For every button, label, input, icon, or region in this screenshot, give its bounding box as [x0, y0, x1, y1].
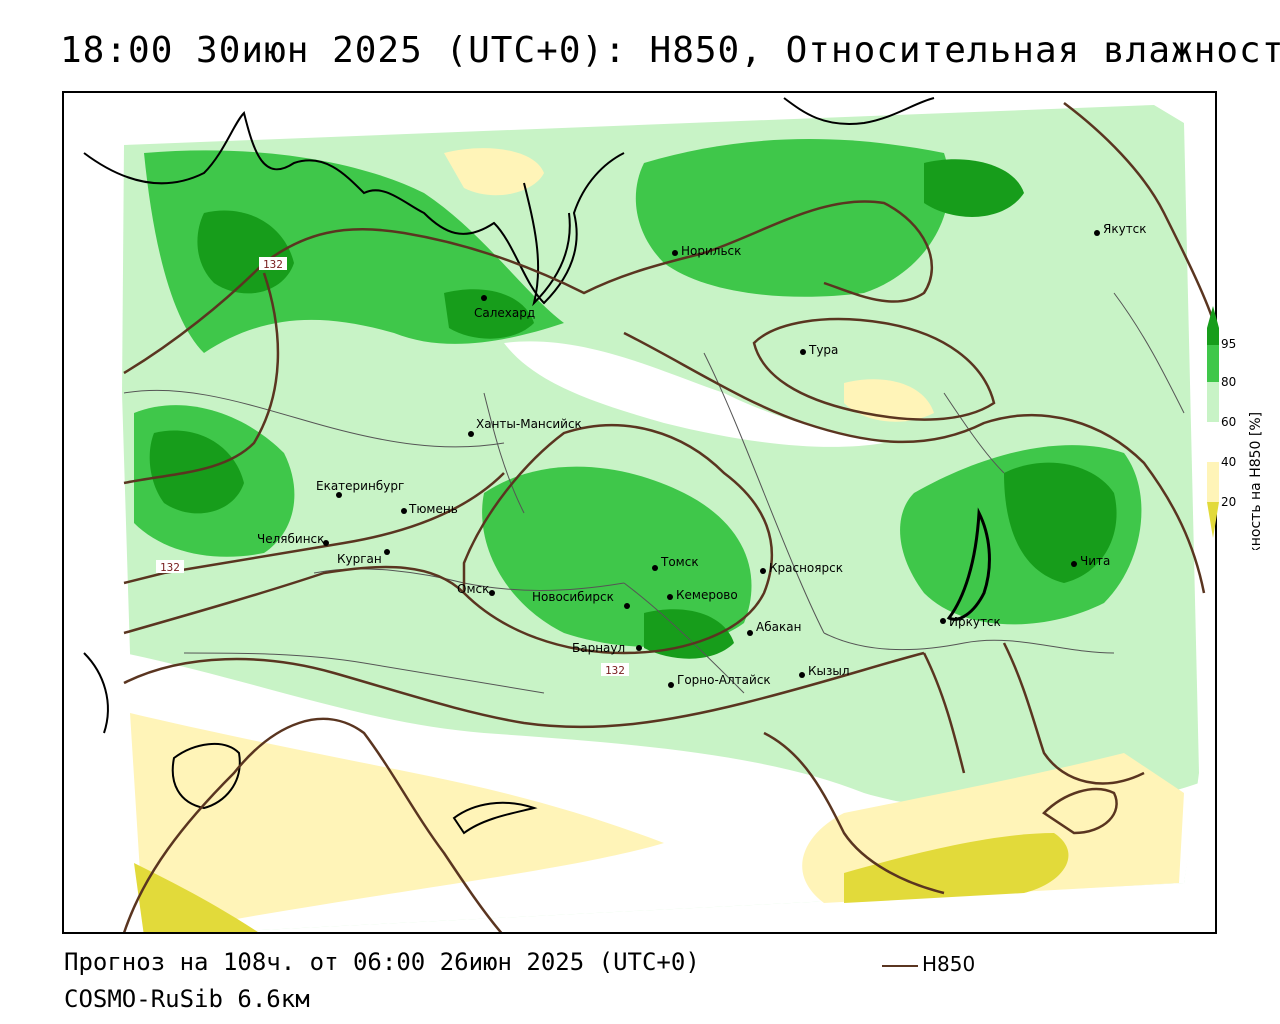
city-tyumen[interactable]: Тюмень: [401, 502, 458, 516]
colorbar-tick-20: 20: [1221, 495, 1236, 509]
colorbar-bottom-arrow: [1207, 502, 1219, 538]
city-yekaterinburg[interactable]: Екатеринбург: [316, 479, 404, 498]
city-label-omsk: Омск: [457, 582, 489, 596]
city-label-novosibirsk: Новосибирск: [532, 590, 614, 604]
moist-area-central: [482, 466, 752, 647]
colorbar-tick-80: 80: [1221, 375, 1236, 389]
city-chelyabinsk[interactable]: Челябинск: [257, 532, 329, 546]
coastline-baikal: [946, 507, 991, 621]
city-label-gorno-altaysk: Горно-Алтайск: [677, 673, 771, 687]
city-label-barnaul: Барнаул: [572, 641, 625, 655]
yellow-area-tura: [844, 379, 934, 422]
h850-legend-line: [882, 965, 918, 967]
contour-label-west-text: 132: [160, 561, 180, 574]
city-tura[interactable]: Тура: [800, 343, 838, 357]
city-label-chita: Чита: [1080, 554, 1110, 568]
city-label-chelyabinsk: Челябинск: [257, 532, 324, 546]
city-label-yekaterinburg: Екатеринбург: [316, 479, 404, 493]
city-label-irkutsk: Иркутск: [949, 615, 1001, 629]
contour-label-south-text: 132: [605, 664, 625, 677]
city-label-norilsk: Норильск: [681, 244, 741, 258]
colorbar-band-80: [1207, 345, 1219, 382]
map-title: 18:00 30июн 2025 (UTC+0): H850, Относите…: [60, 30, 1280, 71]
wet-area-ural: [149, 430, 244, 514]
city-yakutsk[interactable]: Якутск: [1094, 222, 1147, 236]
coastline-balkhash: [452, 801, 538, 835]
forecast-info: Прогноз на 108ч. от 06:00 26июн 2025 (UT…: [64, 948, 700, 976]
city-omsk[interactable]: Омск: [457, 582, 495, 596]
contour-label-west: 132: [156, 560, 184, 574]
coastline-taimyr: [783, 97, 935, 125]
wet-area-altai: [644, 609, 734, 659]
contour-label-south: 132: [601, 663, 629, 677]
model-name: COSMO-RuSib 6.6км: [64, 985, 310, 1013]
colorbar-title: Влажность на H850 [%]: [1248, 412, 1264, 550]
map-canvas: 132 132 132 Якутск Норильск Салехард Тур…: [83, 97, 1215, 932]
city-tomsk[interactable]: Томск: [652, 555, 699, 571]
dark-yellow-southwest: [134, 863, 258, 932]
colorbar-tick-95: 95: [1221, 337, 1236, 351]
dark-yellow-southeast: [844, 833, 1069, 903]
coastline-yamal: [523, 182, 571, 307]
wet-area-chita: [1004, 462, 1117, 583]
city-label-kyzyl: Кызыл: [808, 664, 850, 678]
city-label-tomsk: Томск: [660, 555, 699, 569]
wet-area-taimyr: [924, 159, 1024, 217]
weather-map[interactable]: 132 132 132 Якутск Норильск Салехард Тур…: [62, 91, 1217, 934]
city-kurgan[interactable]: Курган: [337, 549, 390, 566]
wet-area-yamal: [197, 210, 294, 294]
city-label-yakutsk: Якутск: [1103, 222, 1147, 236]
colorbar-band-60: [1207, 382, 1219, 422]
contour-label-ural: 132: [259, 257, 287, 271]
city-abakan[interactable]: Абакан: [747, 620, 801, 636]
city-label-abakan: Абакан: [756, 620, 801, 634]
city-chita[interactable]: Чита: [1071, 554, 1110, 568]
colorbar-band-95: [1207, 328, 1219, 345]
city-gorno-altaysk[interactable]: Горно-Алтайск: [668, 673, 771, 688]
city-irkutsk[interactable]: Иркутск: [940, 615, 1001, 629]
colorbar-band-40: [1207, 422, 1219, 462]
coastline-caspian: [83, 652, 109, 734]
yellow-area-north: [444, 148, 544, 196]
city-norilsk[interactable]: Норильск: [672, 244, 741, 258]
coastline-aral: [171, 742, 241, 810]
h850-legend-label: H850: [922, 952, 976, 976]
coastline-arctic: [83, 111, 625, 305]
city-khanty-mansiysk[interactable]: Ханты-Мансийск: [468, 417, 582, 437]
city-label-kurgan: Курган: [337, 552, 382, 566]
wet-area-ob-gulf: [444, 289, 534, 339]
white-area-center: [504, 341, 884, 447]
colorbar-top-arrow: [1207, 306, 1219, 328]
city-label-tura: Тура: [808, 343, 838, 357]
city-novosibirsk[interactable]: Новосибирск: [532, 590, 630, 609]
city-label-krasnoyarsk: Красноярск: [769, 561, 843, 575]
city-label-khanty-mansiysk: Ханты-Мансийск: [476, 417, 582, 431]
city-barnaul[interactable]: Барнаул: [572, 641, 642, 655]
city-salekhard[interactable]: Салехард: [474, 295, 535, 320]
contour-label-ural-text: 132: [263, 258, 283, 271]
colorbar-tick-40: 40: [1221, 455, 1236, 469]
colorbar-band-20: [1207, 462, 1219, 502]
city-label-salekhard: Салехард: [474, 306, 535, 320]
city-krasnoyarsk[interactable]: Красноярск: [760, 561, 843, 575]
city-kyzyl[interactable]: Кызыл: [799, 664, 850, 678]
city-label-tyumen: Тюмень: [408, 502, 458, 516]
city-kemerovo[interactable]: Кемерово: [667, 588, 738, 602]
city-label-kemerovo: Кемерово: [676, 588, 738, 602]
yellow-area-southwest: [130, 713, 664, 932]
colorbar-tick-60: 60: [1221, 415, 1236, 429]
colorbar: 95 80 60 40 20 Влажность на H850 [%]: [1207, 306, 1264, 550]
